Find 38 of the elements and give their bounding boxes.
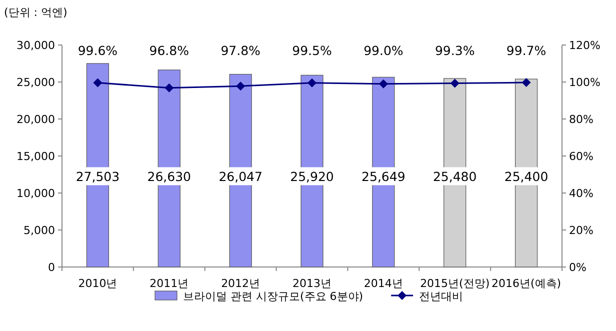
data-label: 99.3%	[435, 43, 475, 58]
legend-label: 전년대비	[419, 290, 464, 303]
y-tick-label: 30,000	[16, 39, 55, 52]
y2-tick-label: 40%	[569, 187, 594, 200]
x-tick-label: 2010년	[78, 277, 118, 290]
data-label: 99.6%	[78, 43, 118, 58]
data-label: 25,400	[504, 169, 548, 184]
x-tick-label: 2011년	[150, 277, 189, 290]
y2-tick-label: 0%	[569, 261, 586, 274]
y-tick-label: 15,000	[16, 150, 55, 163]
data-label: 99.0%	[364, 43, 404, 58]
data-label: 99.7%	[506, 43, 546, 58]
y-tick-label: 5,000	[24, 224, 55, 237]
y-tick-label: 10,000	[16, 187, 55, 200]
y2-tick-label: 80%	[569, 113, 594, 126]
text: (단위 : 억엔)	[4, 6, 68, 19]
data-label: 25,649	[362, 169, 406, 184]
y2-tick-label: 20%	[569, 224, 594, 237]
data-label: 25,480	[432, 169, 477, 184]
data-label: 96.8%	[149, 43, 190, 58]
legend-label: 브라이덜 관련 시장규모(주요 6분야)	[183, 290, 364, 303]
data-label: 26,630	[147, 169, 192, 184]
x-tick-label: 2016년(예측)	[491, 277, 562, 290]
y-tick-label: 20,000	[16, 113, 55, 126]
x-tick-label: 2015년(전망)	[420, 277, 490, 290]
x-tick-label: 2012년	[221, 277, 260, 290]
x-tick-label: 2014년	[364, 277, 403, 290]
data-label: 97.8%	[220, 43, 261, 58]
y-tick-label: 25,000	[16, 76, 55, 89]
x-tick-label: 2013년	[292, 277, 332, 290]
data-label: 26,047	[218, 169, 262, 184]
data-label: 27,503	[76, 169, 120, 184]
data-label: 25,920	[290, 169, 334, 184]
y2-tick-label: 60%	[569, 150, 594, 163]
y2-tick-label: 100%	[569, 76, 600, 89]
y2-tick-label: 120%	[569, 39, 600, 52]
y-tick-label: 0	[48, 261, 55, 274]
data-label: 99.5%	[292, 43, 332, 58]
